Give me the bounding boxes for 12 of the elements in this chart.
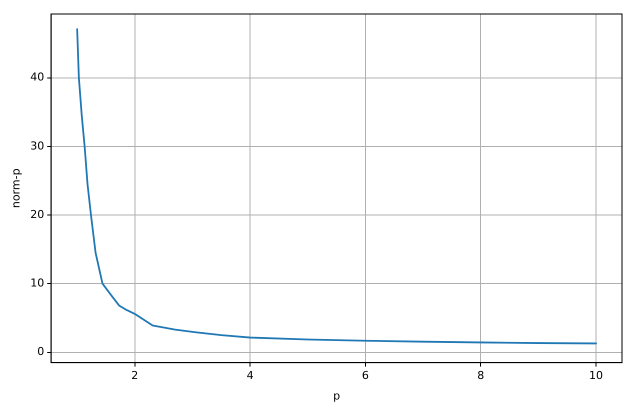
x-tick-label: 8 [477, 369, 484, 382]
y-tick-label: 0 [37, 345, 44, 358]
y-tick-label: 20 [30, 208, 44, 221]
x-tick-label: 2 [131, 369, 138, 382]
x-tick-label: 4 [246, 369, 254, 382]
x-tick-label: 6 [362, 369, 369, 382]
y-tick-label: 40 [30, 70, 44, 84]
y-axis-title: norm-p [9, 168, 22, 208]
y-tick-label: 30 [30, 139, 44, 152]
y-tick-label: 10 [30, 276, 44, 290]
x-tick-label: 10 [589, 369, 604, 382]
x-axis-title: p [333, 389, 340, 402]
